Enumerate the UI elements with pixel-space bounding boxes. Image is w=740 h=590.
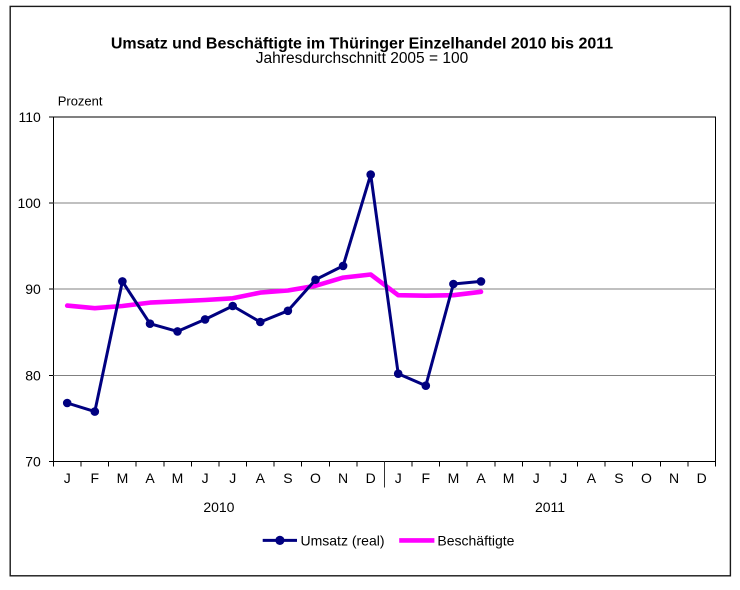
svg-text:O: O [641, 470, 652, 486]
svg-text:J: J [229, 470, 236, 486]
svg-text:A: A [145, 470, 155, 486]
svg-text:Prozent: Prozent [58, 94, 103, 109]
svg-text:D: D [697, 470, 707, 486]
svg-text:D: D [366, 470, 376, 486]
svg-text:Umsatz und Beschäftigte im Thü: Umsatz und Beschäftigte im Thüringer Ein… [111, 36, 613, 53]
svg-text:M: M [448, 470, 460, 486]
svg-text:Jahresdurchschnitt 2005 = 100: Jahresdurchschnitt 2005 = 100 [256, 50, 469, 67]
svg-text:S: S [283, 470, 292, 486]
svg-text:N: N [669, 470, 679, 486]
svg-text:Umsatz (real): Umsatz (real) [301, 532, 385, 548]
svg-text:80: 80 [25, 367, 41, 383]
svg-text:O: O [310, 470, 321, 486]
svg-text:A: A [476, 470, 486, 486]
svg-text:90: 90 [25, 281, 41, 297]
svg-text:F: F [91, 470, 100, 486]
svg-text:J: J [395, 470, 402, 486]
svg-text:110: 110 [18, 109, 41, 125]
svg-text:M: M [503, 470, 515, 486]
svg-text:J: J [64, 470, 71, 486]
svg-text:S: S [614, 470, 623, 486]
svg-text:100: 100 [17, 195, 41, 211]
svg-text:A: A [256, 470, 266, 486]
svg-text:N: N [338, 470, 348, 486]
svg-text:M: M [172, 470, 184, 486]
svg-text:M: M [117, 470, 129, 486]
svg-text:2010: 2010 [203, 499, 234, 515]
svg-text:2011: 2011 [535, 499, 565, 515]
svg-text:J: J [202, 470, 209, 486]
svg-text:A: A [587, 470, 597, 486]
svg-text:F: F [422, 470, 431, 486]
svg-text:J: J [560, 470, 567, 486]
svg-text:J: J [533, 470, 540, 486]
svg-text:Beschäftigte: Beschäftigte [437, 532, 514, 548]
svg-text:70: 70 [25, 454, 41, 470]
